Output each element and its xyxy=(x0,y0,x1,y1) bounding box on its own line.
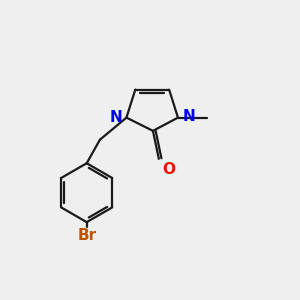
Text: Br: Br xyxy=(77,228,96,243)
Text: O: O xyxy=(162,162,175,177)
Text: N: N xyxy=(182,109,195,124)
Text: N: N xyxy=(109,110,122,125)
